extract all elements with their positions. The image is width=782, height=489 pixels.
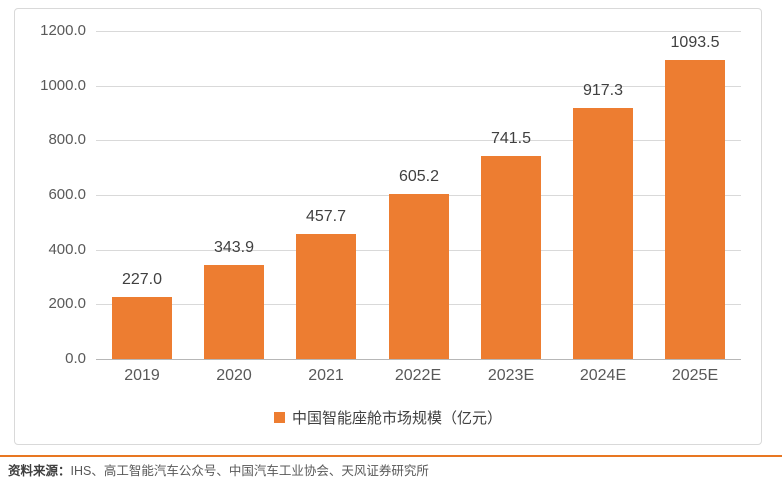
data-label-2023E: 741.5 xyxy=(490,130,532,147)
data-label-2019: 227.0 xyxy=(121,271,163,288)
data-label-2021: 457.7 xyxy=(305,208,347,225)
bar-2020 xyxy=(204,265,264,359)
y-axis-tick-label: 0.0 xyxy=(65,350,86,367)
y-axis-tick-label: 200.0 xyxy=(48,295,86,312)
data-label-2022E: 605.2 xyxy=(398,168,440,185)
bar-2023E xyxy=(481,156,541,359)
legend-label: 中国智能座舱市场规模（亿元） xyxy=(291,410,502,427)
x-axis-tick-2020: 2020 xyxy=(216,367,252,384)
gridline-y-800.0 xyxy=(96,140,741,141)
data-label-2024E: 917.3 xyxy=(582,82,624,99)
x-axis-tick-2019: 2019 xyxy=(124,367,160,384)
x-axis-tick-2024E: 2024E xyxy=(579,367,627,384)
y-axis-tick-label: 1000.0 xyxy=(40,77,86,94)
bar-2024E xyxy=(573,108,633,359)
y-axis-tick-label: 600.0 xyxy=(48,186,86,203)
data-label-2025E: 1093.5 xyxy=(670,34,720,51)
legend-swatch-icon xyxy=(273,412,285,423)
source-line: 资料来源：IHS、高工智能汽车公众号、中国汽车工业协会、天风证券研究所 xyxy=(8,463,429,480)
y-axis-tick-label: 400.0 xyxy=(48,241,86,258)
source-label: 资料来源： xyxy=(8,464,71,478)
y-axis-tick-label: 800.0 xyxy=(48,131,86,148)
bar-2021 xyxy=(296,234,356,359)
x-axis-tick-2022E: 2022E xyxy=(394,367,442,384)
x-axis-tick-2021: 2021 xyxy=(308,367,344,384)
source-divider xyxy=(0,455,782,457)
chart-card: 0.0 200.0 400.0 600.0 800.0 1000.0 1200.0 227.0… xyxy=(14,8,762,445)
source-text: IHS、高工智能汽车公众号、中国汽车工业协会、天风证券研究所 xyxy=(70,464,429,478)
gridline-y-1200.0 xyxy=(96,31,741,32)
gridline-y-1000.0 xyxy=(96,86,741,87)
x-axis-tick-2025E: 2025E xyxy=(671,367,719,384)
y-axis-tick-label: 1200.0 xyxy=(40,22,86,39)
gridline-y-0.0 xyxy=(96,359,741,360)
legend: 中国智能座舱市场规模（亿元） xyxy=(15,407,761,428)
data-label-2020: 343.9 xyxy=(213,239,255,256)
bar-2025E xyxy=(665,60,725,359)
bar-2022E xyxy=(389,194,449,359)
bar-2019 xyxy=(112,297,172,359)
x-axis-tick-2023E: 2023E xyxy=(487,367,535,384)
